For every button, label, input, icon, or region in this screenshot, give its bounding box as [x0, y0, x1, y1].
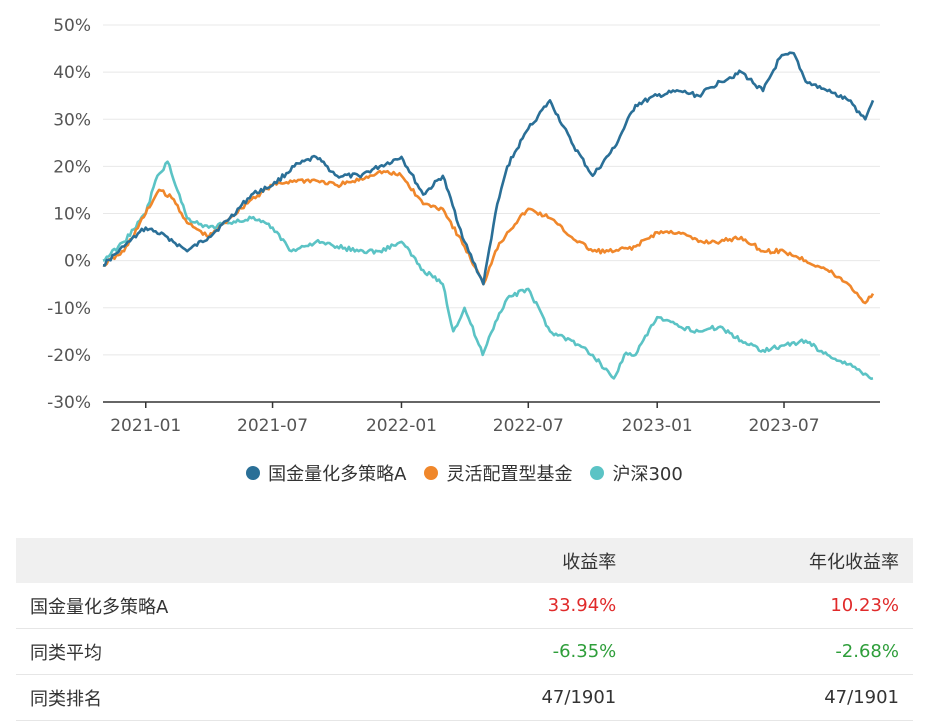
row-name: 国金量化多策略A [16, 583, 384, 629]
table-header-row: 收益率 年化收益率 [16, 538, 913, 583]
table-header-name [16, 538, 384, 583]
series-line-index [102, 160, 874, 380]
x-tick-label: 2023-01 [622, 416, 693, 436]
grid-lines [103, 24, 880, 403]
x-tick-label: 2021-07 [237, 416, 308, 436]
y-tick-label: 0% [64, 252, 91, 272]
y-tick-label: 50% [53, 16, 91, 36]
legend: 国金量化多策略A 灵活配置型基金 沪深300 [0, 458, 929, 488]
legend-label: 沪深300 [612, 464, 683, 485]
y-tick-label: 30% [53, 110, 91, 130]
x-tick-label: 2022-07 [493, 416, 564, 436]
table-row: 同类平均 -6.35% -2.68% [16, 628, 913, 675]
y-tick-label: 20% [53, 157, 91, 177]
series-lines [102, 51, 875, 380]
legend-item-index[interactable]: 沪深300 [590, 460, 683, 486]
row-return: 47/1901 [384, 674, 631, 721]
y-tick-label: -10% [47, 299, 91, 319]
table-row: 同类排名 47/1901 47/1901 [16, 674, 913, 721]
table-row: 国金量化多策略A 33.94% 10.23% [16, 583, 913, 629]
y-tick-label: -20% [47, 346, 91, 366]
x-tick-label: 2022-01 [366, 416, 437, 436]
legend-item-fund[interactable]: 国金量化多策略A [246, 460, 406, 486]
y-axis-tick-labels: 50% 40% 30% 20% 10% 0% -10% -20% -30% [47, 16, 91, 413]
row-annual-return: 47/1901 [630, 674, 913, 721]
returns-table: 收益率 年化收益率 国金量化多策略A 33.94% 10.23% 同类平均 -6… [16, 538, 913, 721]
legend-dot-icon [590, 466, 605, 480]
y-tick-label: -30% [47, 393, 91, 413]
y-tick-label: 10% [53, 205, 91, 225]
x-tick-label: 2021-01 [110, 416, 181, 436]
legend-item-category[interactable]: 灵活配置型基金 [424, 460, 572, 486]
line-chart: 50%40%30%20%10%0%-10%-20%-30% 2021-01 202… [47, 16, 880, 436]
row-annual-return: 10.23% [630, 583, 913, 629]
legend-label: 国金量化多策略A [268, 464, 407, 485]
x-axis: 2021-01 2021-07 2022-01 2022-07 2023-01 2023-… [103, 401, 880, 436]
table-header-annual-return: 年化收益率 [630, 538, 913, 583]
legend-dot-icon [424, 466, 439, 480]
row-name: 同类排名 [16, 674, 384, 721]
series-line-fund [102, 51, 875, 286]
row-return: 33.94% [384, 583, 631, 629]
series-line-category [102, 169, 875, 305]
row-return: -6.35% [384, 628, 631, 675]
legend-label: 灵活配置型基金 [446, 464, 573, 485]
row-annual-return: -2.68% [630, 628, 913, 675]
x-tick-label: 2023-07 [748, 416, 819, 436]
legend-dot-icon [246, 466, 261, 480]
row-name: 同类平均 [16, 628, 384, 675]
table-header-return: 收益率 [384, 538, 631, 583]
y-tick-label: 40% [53, 63, 91, 83]
